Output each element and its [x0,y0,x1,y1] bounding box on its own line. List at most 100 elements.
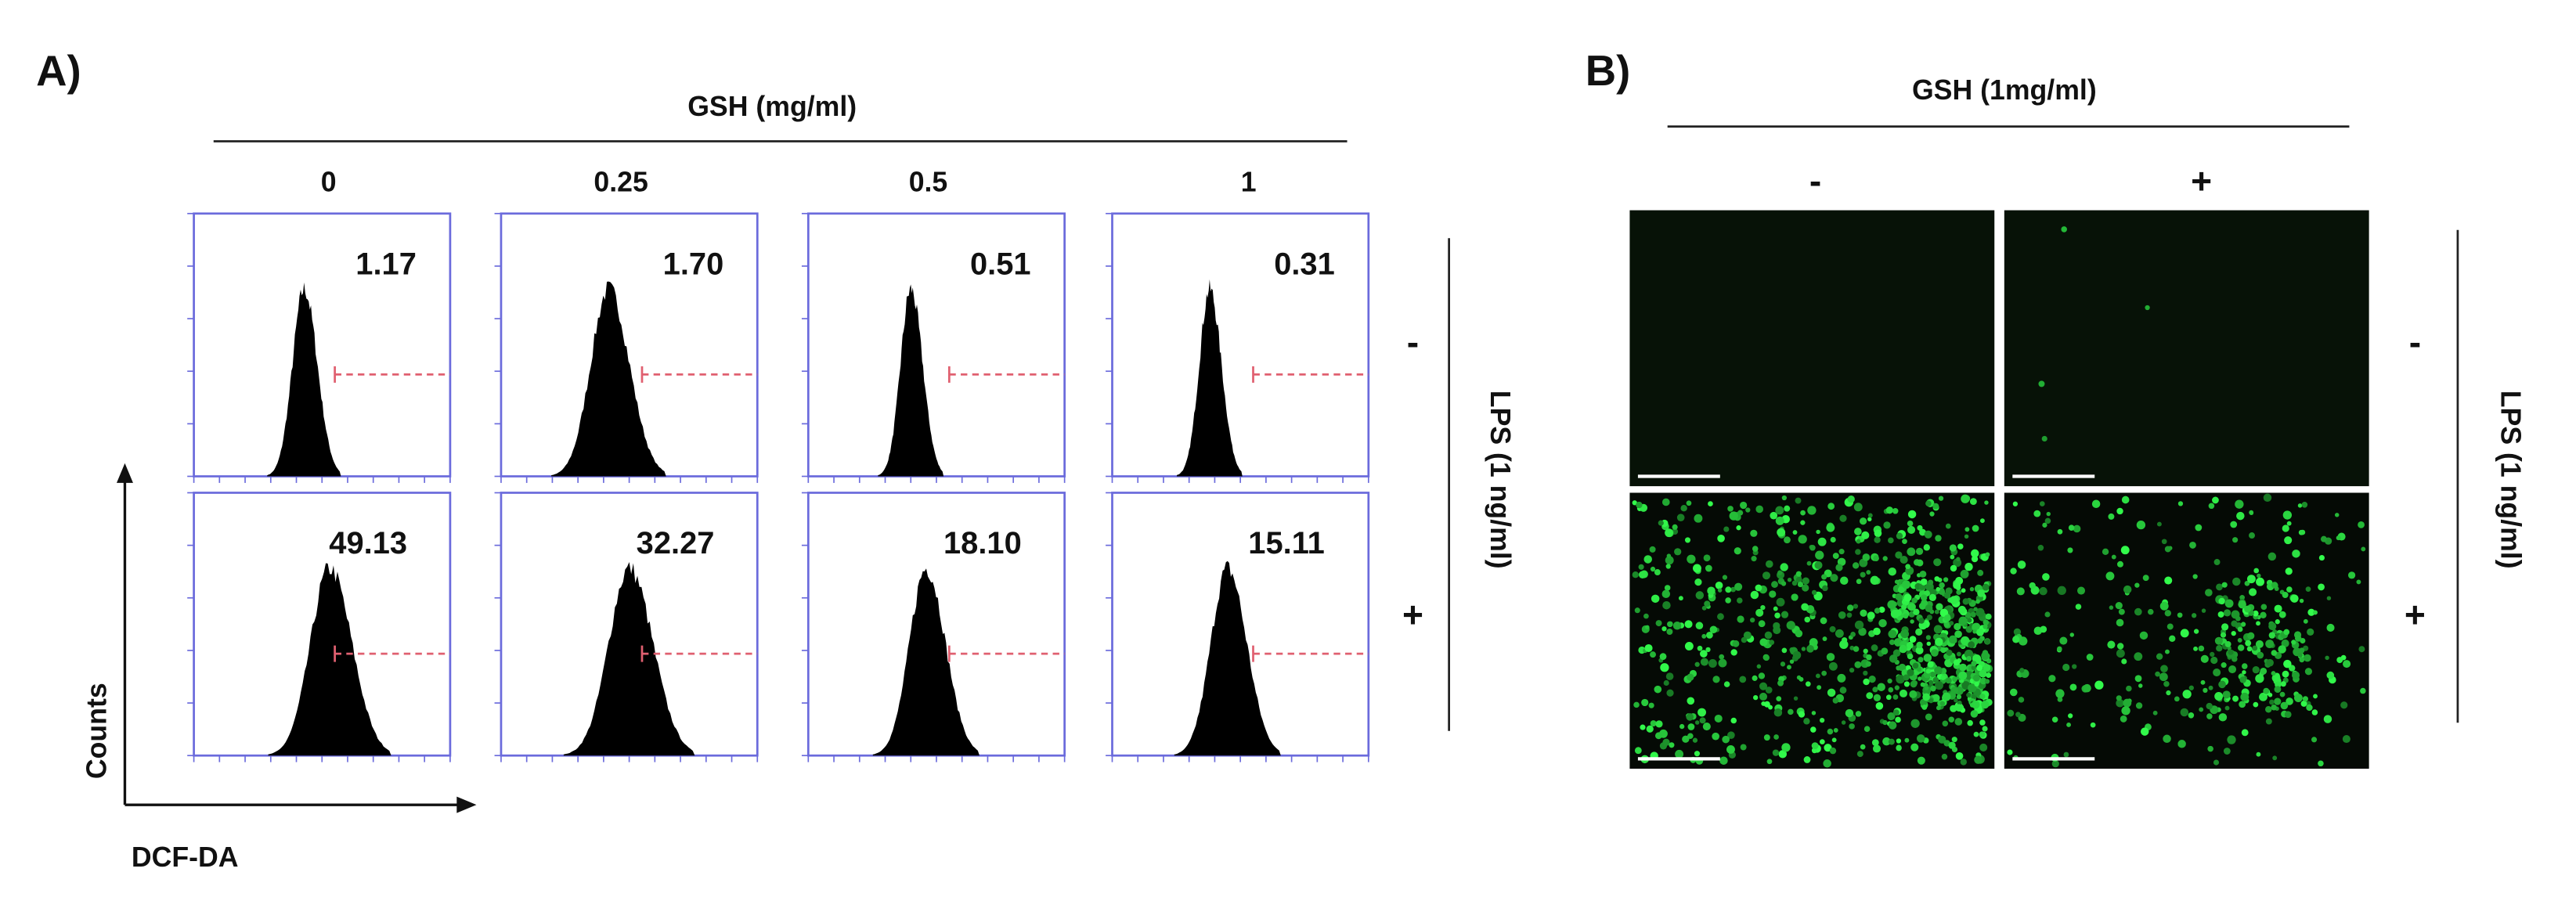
cell [2279,691,2286,697]
cell [1633,701,1640,708]
cell [1907,653,1914,660]
cell [2152,710,2158,715]
cell [2268,693,2273,697]
cell [1907,525,1916,534]
cell [2283,659,2292,669]
cell [2214,692,2224,701]
cell [2307,608,2315,616]
cell [2159,601,2169,611]
cell [1739,676,1747,683]
cell [2121,706,2130,715]
cell [2361,546,2366,552]
gate-percentage: 32.27 [637,526,715,560]
cell [1759,692,1768,701]
cell [2304,654,2311,662]
cell [1686,500,1692,506]
cell [1968,683,1977,693]
gate-percentage: 1.70 [663,247,724,281]
cell [1887,678,1892,684]
cell [2299,598,2304,604]
cell [1636,501,1643,509]
cell [2180,629,2189,638]
cell [1961,588,1966,593]
cell [1934,666,1943,675]
cell [2356,579,2361,585]
cell [1832,697,1839,704]
cell [2249,510,2254,515]
cell [2012,501,2019,506]
cell [1979,677,1987,685]
cell [1699,717,1706,724]
cell [1887,712,1896,721]
cell [1863,648,1868,654]
cell [1758,672,1766,679]
cell [2253,701,2259,708]
cell [2116,699,2124,708]
cell [1660,663,1669,672]
histogram [268,563,391,756]
cell [1972,674,1980,682]
cell [1717,588,1723,593]
cell [1839,640,1849,650]
cell [1787,577,1792,582]
cell [1760,605,1766,611]
cell [1950,687,1959,694]
cell [1804,616,1811,623]
cell [1687,697,1695,705]
cell [1899,689,1908,697]
cell [1839,687,1847,694]
panel-b: B) GSH (1mg/ml) LPS (1 ng/ml) - + - + [1586,47,2527,769]
cell [2061,226,2067,232]
cell [2156,653,2163,660]
cell [1750,590,1759,600]
cell [2216,644,2223,652]
cell [1938,496,1944,501]
cell [1862,553,1871,561]
cell [1666,629,1673,635]
cell [1684,642,1694,651]
cell [1763,701,1770,708]
cell [1762,571,1771,580]
cell [2116,618,2124,627]
cell [2227,735,2236,744]
concentration-label: 0 [321,166,337,197]
cell [1909,690,1918,698]
cell [1800,520,1806,525]
histogram [563,562,695,756]
cell [2145,305,2150,311]
cell [1950,596,1959,605]
cell [1912,680,1918,686]
cell [1845,708,1854,718]
cell [1723,681,1730,687]
cell [1964,534,1969,539]
cell [1795,571,1802,577]
cell [1920,578,1928,586]
cell [1977,569,1984,576]
cell [2213,759,2220,766]
cell [1934,609,1939,614]
cell [2265,706,2272,713]
cell [1929,511,1935,517]
cell [1730,586,1736,593]
cell [1919,570,1927,578]
cell [2299,657,2305,663]
cell [1875,702,1884,710]
cell [1687,673,1694,681]
cell [1793,696,1799,701]
row-label: + [2405,594,2426,635]
cell [1816,529,1820,535]
cell [1930,685,1936,692]
cell [2252,666,2260,674]
column-label: - [1809,160,1821,201]
cell [2268,632,2276,639]
cell [1743,631,1752,640]
cell [1881,647,1889,655]
cell [2231,630,2236,636]
cell [1766,759,1773,765]
cell [1788,708,1794,715]
cell [1643,555,1652,564]
cell [2222,690,2231,699]
cell [1644,643,1653,653]
cell [1918,676,1922,681]
cell [1694,661,1700,667]
